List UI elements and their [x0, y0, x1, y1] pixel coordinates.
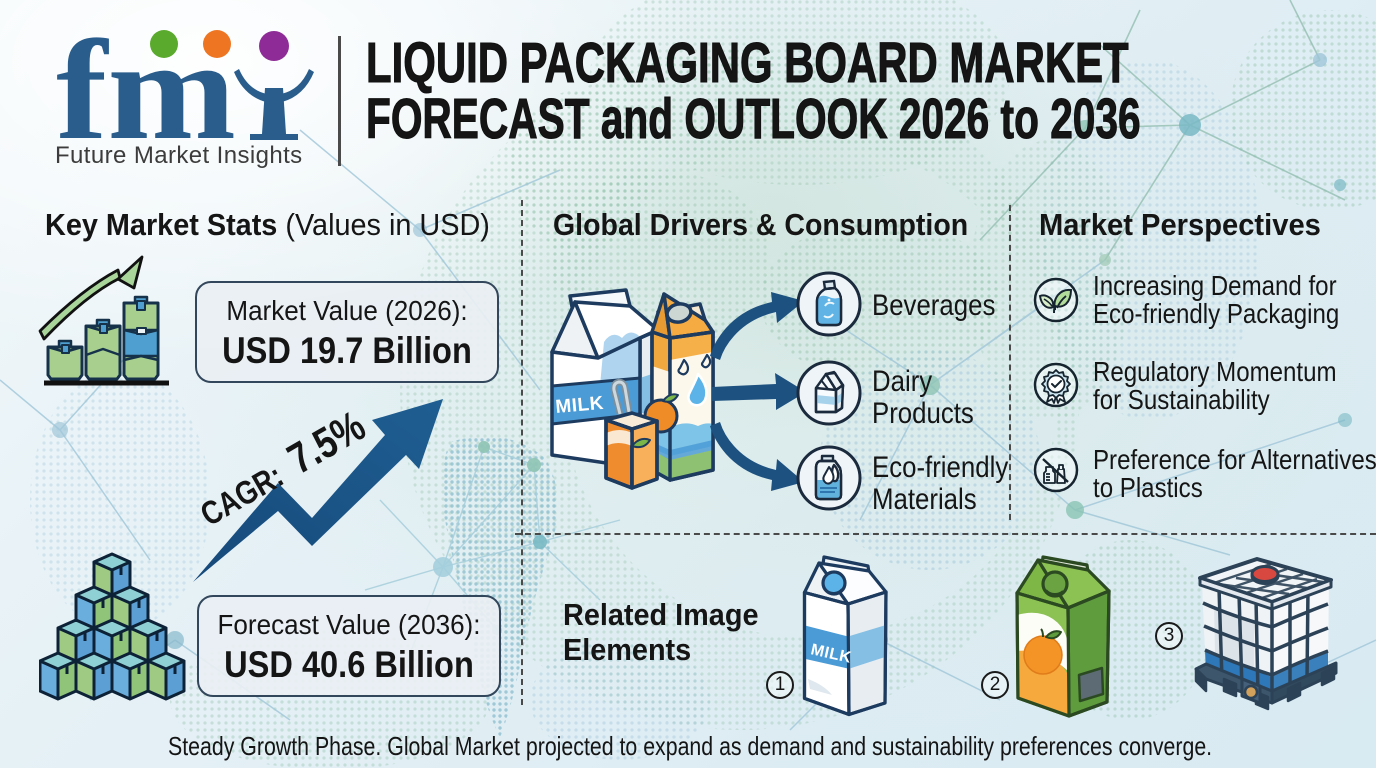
svg-text:MILK: MILK	[555, 393, 605, 418]
svg-text:Future Market Insights: Future Market Insights	[55, 142, 303, 169]
